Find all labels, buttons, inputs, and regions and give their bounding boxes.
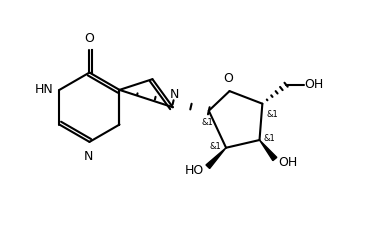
- Polygon shape: [259, 140, 277, 161]
- Text: N: N: [170, 88, 179, 101]
- Text: &1: &1: [202, 118, 213, 127]
- Text: &1: &1: [264, 134, 276, 143]
- Text: O: O: [223, 72, 233, 84]
- Text: HN: HN: [35, 83, 54, 96]
- Text: OH: OH: [279, 156, 298, 169]
- Text: HO: HO: [185, 164, 204, 177]
- Text: N: N: [84, 150, 93, 163]
- Polygon shape: [206, 148, 226, 168]
- Text: &1: &1: [210, 142, 222, 151]
- Text: &1: &1: [266, 110, 278, 119]
- Text: O: O: [85, 32, 94, 45]
- Text: OH: OH: [304, 78, 324, 91]
